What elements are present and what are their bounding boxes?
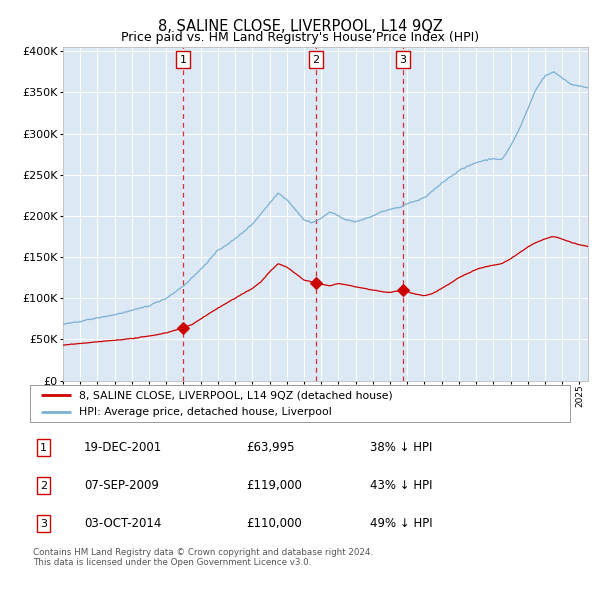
Text: 07-SEP-2009: 07-SEP-2009 [84, 479, 159, 492]
Text: 2: 2 [312, 54, 319, 64]
Point [178, 323, 188, 333]
Text: £119,000: £119,000 [246, 479, 302, 492]
Text: 49% ↓ HPI: 49% ↓ HPI [370, 517, 433, 530]
Point [311, 278, 320, 287]
Text: 2: 2 [40, 481, 47, 491]
Text: £110,000: £110,000 [246, 517, 302, 530]
Text: HPI: Average price, detached house, Liverpool: HPI: Average price, detached house, Live… [79, 407, 331, 417]
Text: Contains HM Land Registry data © Crown copyright and database right 2024.
This d: Contains HM Land Registry data © Crown c… [33, 548, 373, 567]
Text: 38% ↓ HPI: 38% ↓ HPI [370, 441, 433, 454]
Text: Price paid vs. HM Land Registry's House Price Index (HPI): Price paid vs. HM Land Registry's House … [121, 31, 479, 44]
Text: 3: 3 [400, 54, 406, 64]
Text: 19-DEC-2001: 19-DEC-2001 [84, 441, 162, 454]
Text: 1: 1 [40, 443, 47, 453]
Text: 3: 3 [40, 519, 47, 529]
Text: 43% ↓ HPI: 43% ↓ HPI [370, 479, 433, 492]
Text: 8, SALINE CLOSE, LIVERPOOL, L14 9QZ: 8, SALINE CLOSE, LIVERPOOL, L14 9QZ [158, 19, 442, 34]
Text: 1: 1 [179, 54, 187, 64]
Text: 03-OCT-2014: 03-OCT-2014 [84, 517, 161, 530]
Point [398, 286, 408, 295]
Text: £63,995: £63,995 [246, 441, 295, 454]
Text: 8, SALINE CLOSE, LIVERPOOL, L14 9QZ (detached house): 8, SALINE CLOSE, LIVERPOOL, L14 9QZ (det… [79, 390, 392, 400]
